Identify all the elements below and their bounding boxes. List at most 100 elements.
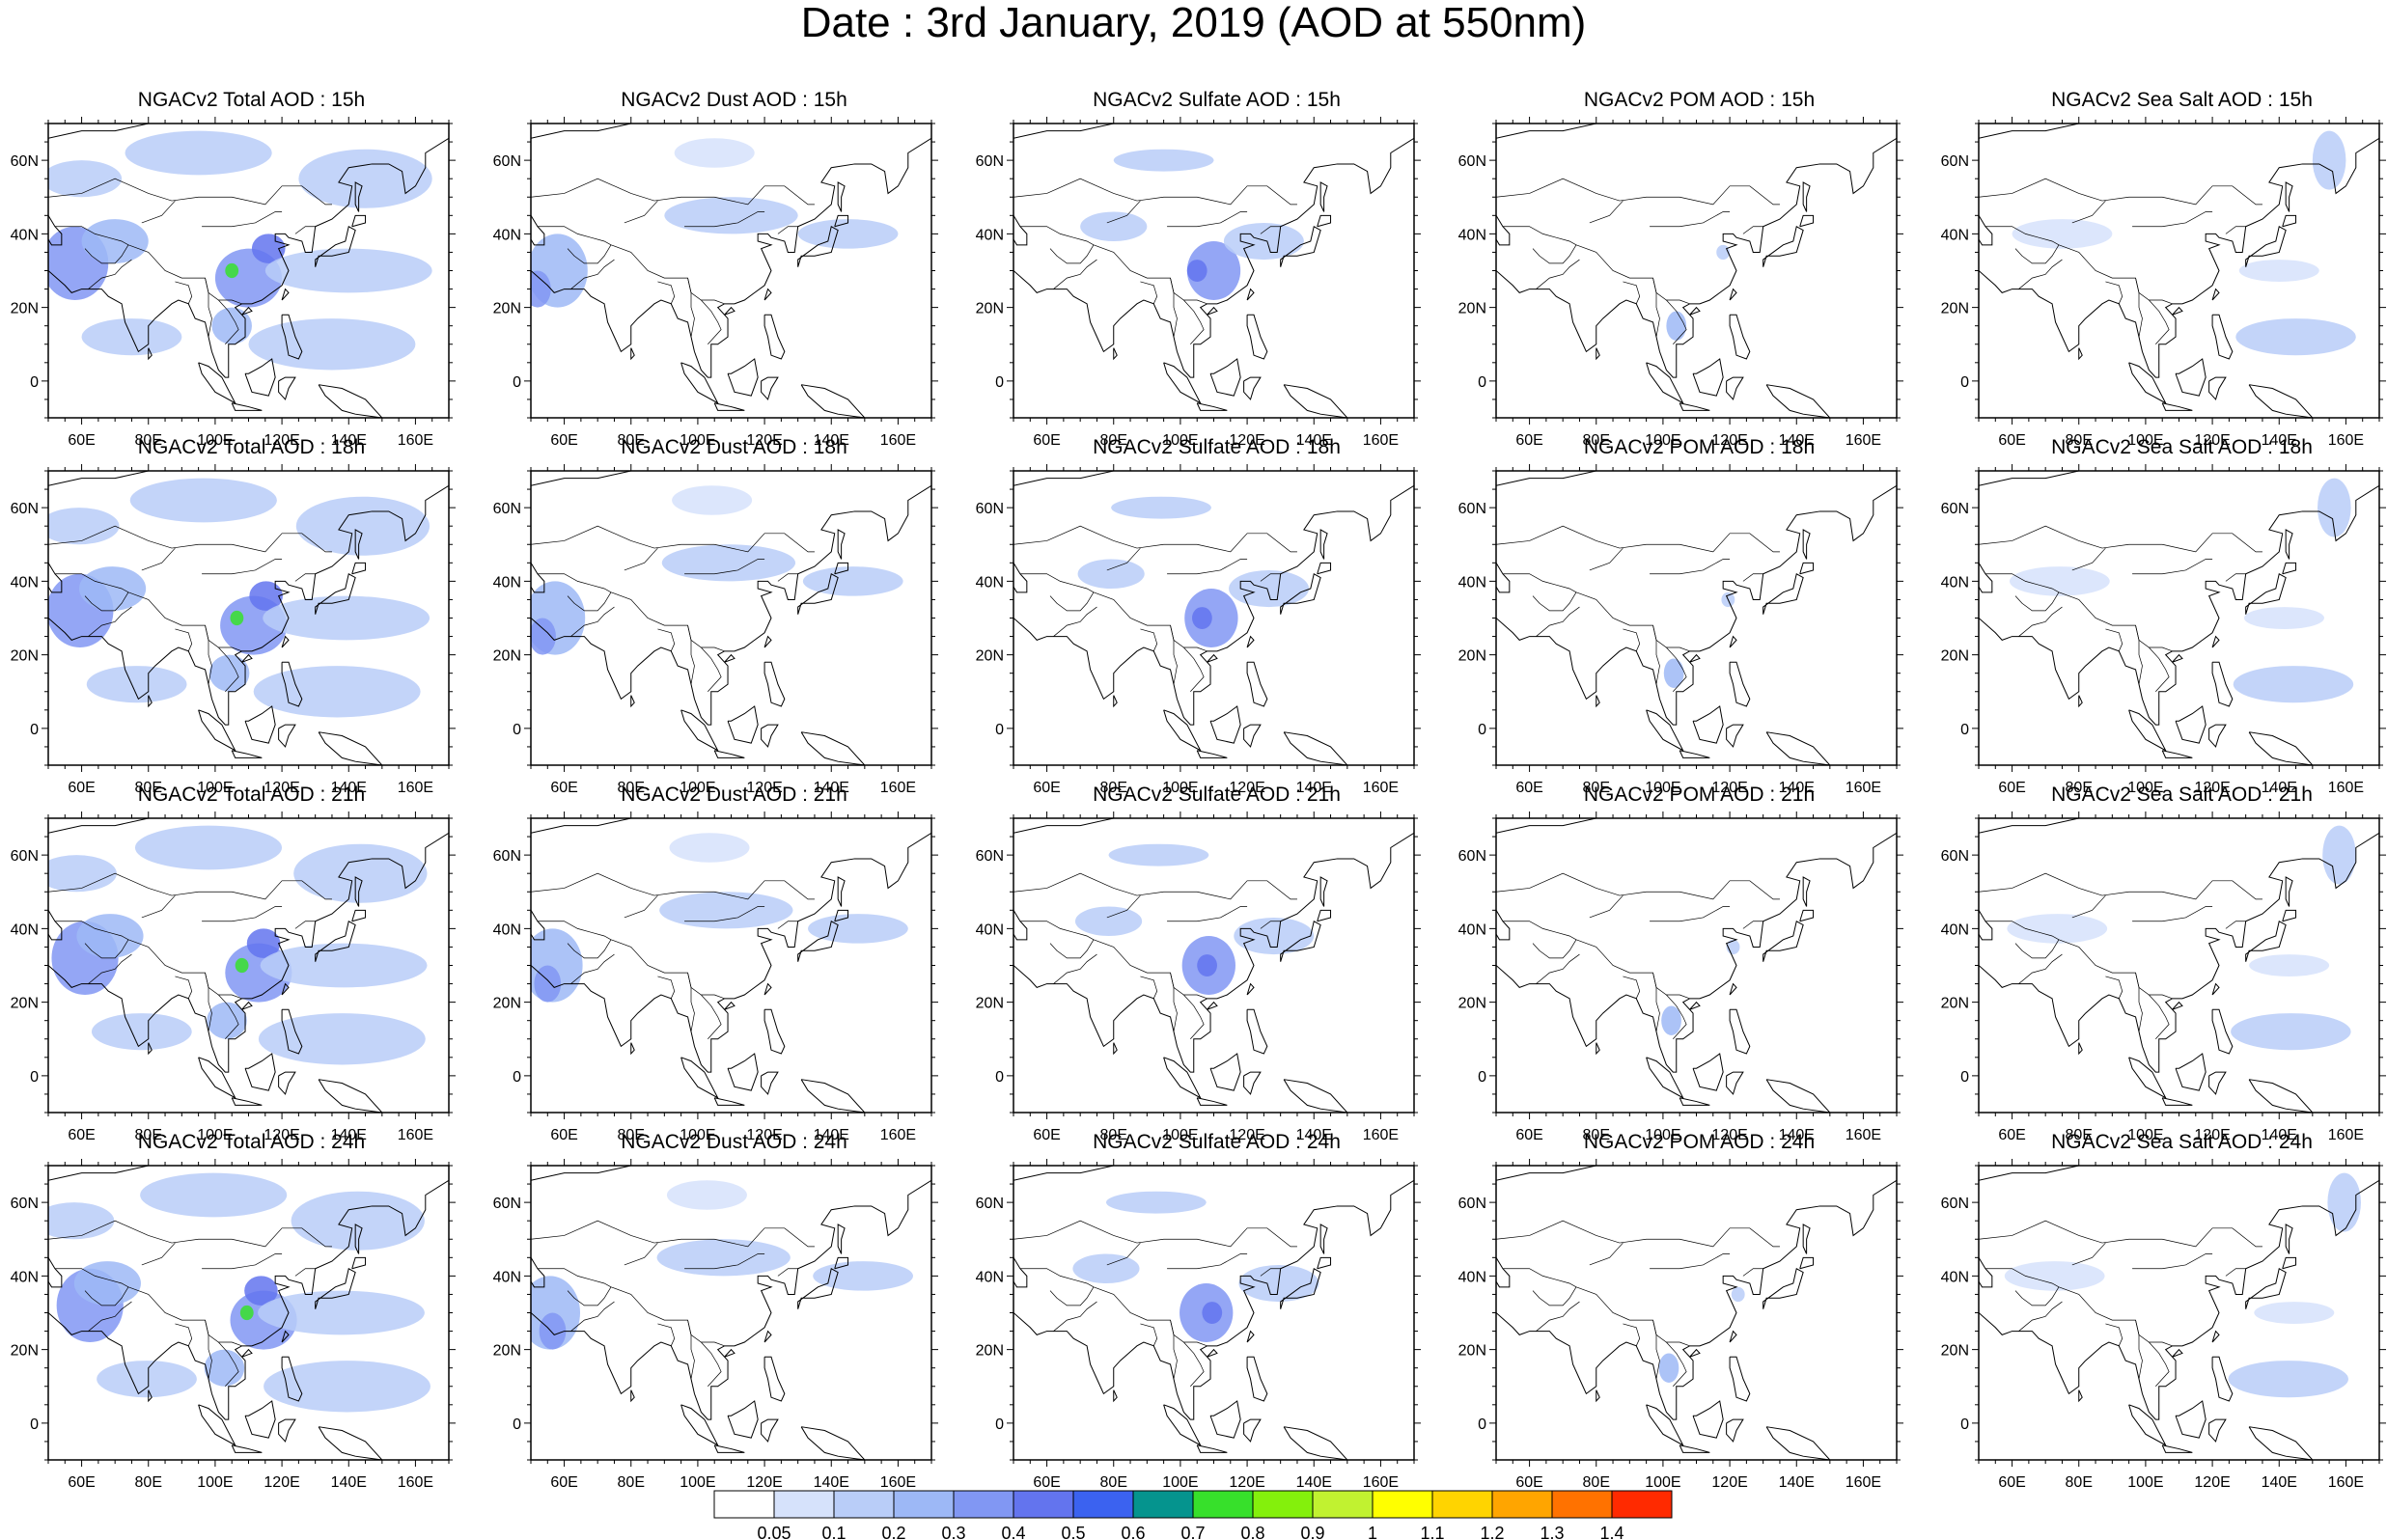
colorbar-label: 0.7: [1180, 1524, 1205, 1540]
coastline: [1196, 1444, 1228, 1453]
coastline: [763, 661, 786, 707]
lon-tick-label: 160E: [398, 1474, 433, 1491]
country-border: [777, 573, 798, 582]
coastline: [1802, 876, 1811, 907]
country-border: [1183, 994, 1205, 1039]
country-border: [294, 921, 316, 929]
map-panel-pom-1: NGACv2 POM AOD : 18h 60E 80E 100E 120E 140E 16…: [1458, 428, 1903, 814]
lon-tick-label: 160E: [1846, 432, 1881, 449]
country-border: [657, 628, 676, 651]
lon-tick-label: 60E: [1033, 1127, 1060, 1143]
coastline: [1646, 1057, 1684, 1099]
country-border: [1575, 591, 1690, 652]
coastline: [318, 1426, 383, 1460]
aod-region: [263, 595, 430, 641]
lon-tick-label: 60E: [68, 1127, 95, 1143]
coastline: [1013, 818, 1114, 834]
aod-region: [1105, 1191, 1207, 1214]
aod-region: [1080, 211, 1148, 241]
coastline: [1246, 1008, 1268, 1055]
country-border: [1260, 573, 1281, 582]
lon-tick-label: 100E: [680, 1474, 715, 1491]
coastline: [1646, 362, 1684, 404]
lon-tick-label: 60E: [550, 432, 577, 449]
coastline: [1596, 347, 1600, 361]
country-border: [1589, 894, 1624, 919]
lon-tick-label: 140E: [1296, 780, 1332, 796]
aod-region: [86, 666, 187, 703]
country-border: [1666, 1341, 1687, 1387]
country-border: [2149, 994, 2170, 1039]
aod-region: [76, 914, 144, 958]
coastline: [278, 1418, 296, 1443]
lon-tick-label: 140E: [814, 780, 849, 796]
coastline: [1013, 215, 1028, 246]
lon-tick-label: 160E: [398, 432, 433, 449]
coastline: [1979, 1179, 2379, 1420]
colorbar-label: 1.1: [1420, 1524, 1444, 1540]
coastline: [354, 529, 363, 560]
lon-tick-label: 120E: [2194, 1474, 2230, 1491]
coastline: [1243, 1418, 1262, 1443]
aod-region: [797, 219, 899, 249]
country-border: [1666, 299, 1687, 344]
coastline: [244, 358, 276, 397]
country-border: [175, 1323, 193, 1346]
country-border: [1536, 1301, 1580, 1332]
coastline: [48, 137, 449, 378]
coastline: [1283, 731, 1348, 765]
lon-tick-label: 140E: [2262, 1127, 2297, 1143]
coastline: [2245, 1267, 2287, 1309]
lon-tick-label: 140E: [1779, 1474, 1815, 1491]
lon-tick-label: 100E: [1162, 1474, 1198, 1491]
lon-tick-label: 120E: [264, 1474, 299, 1491]
lon-tick-label: 100E: [1645, 1474, 1680, 1491]
coastline: [1496, 471, 1596, 486]
coastline: [2078, 347, 2083, 361]
aod-region: [1223, 222, 1304, 261]
coastline: [2211, 288, 2220, 301]
colorbar-swatch: [1431, 1490, 1493, 1519]
coastline: [1762, 920, 1804, 962]
country-border: [1049, 244, 1095, 264]
lon-tick-label: 140E: [331, 780, 367, 796]
coastline: [1689, 653, 1701, 663]
coastline: [837, 529, 846, 560]
aod-region: [264, 248, 432, 293]
coastline: [1726, 1418, 1744, 1443]
coastline: [2248, 1079, 2314, 1113]
country-border: [141, 894, 176, 919]
coastline: [531, 124, 631, 139]
country-border: [1496, 1220, 1780, 1248]
coastline: [48, 910, 63, 941]
lat-tick-label: 40N: [1458, 921, 1486, 938]
panel-title: NGACv2 Dust AOD : 15h: [621, 89, 847, 111]
panel-title: NGACv2 Sulfate AOD : 24h: [1093, 1131, 1341, 1153]
aod-region: [97, 1361, 197, 1398]
country-border: [88, 606, 132, 637]
country-border: [1652, 973, 1660, 1032]
country-border: [1167, 211, 1248, 228]
lon-tick-label: 120E: [746, 432, 782, 449]
country-border: [537, 1268, 612, 1288]
map-frame: 60E 80E 100E 120E 140E 160E 60N 40N 20N 0: [493, 117, 938, 449]
lon-tick-label: 160E: [2328, 1127, 2364, 1143]
aod-region: [129, 478, 277, 523]
colorbar-swatch: [833, 1490, 895, 1519]
country-border: [2014, 1286, 2060, 1306]
lon-tick-label: 80E: [2066, 1474, 2093, 1491]
coastline: [1765, 1426, 1831, 1460]
lon-tick-label: 60E: [68, 780, 95, 796]
coastline: [198, 709, 236, 752]
country-border: [2135, 973, 2143, 1032]
aod-region: [244, 1276, 278, 1306]
country-border: [1140, 628, 1158, 651]
country-border: [2135, 278, 2143, 338]
coastline: [351, 562, 367, 575]
lat-tick-label: 20N: [11, 1343, 39, 1360]
lat-tick-label: 40N: [1458, 574, 1486, 591]
lon-tick-label: 100E: [2127, 1474, 2163, 1491]
country-border: [1013, 872, 1297, 900]
panel-title: NGACv2 Dust AOD : 18h: [621, 436, 847, 458]
aod-region: [2322, 825, 2356, 885]
